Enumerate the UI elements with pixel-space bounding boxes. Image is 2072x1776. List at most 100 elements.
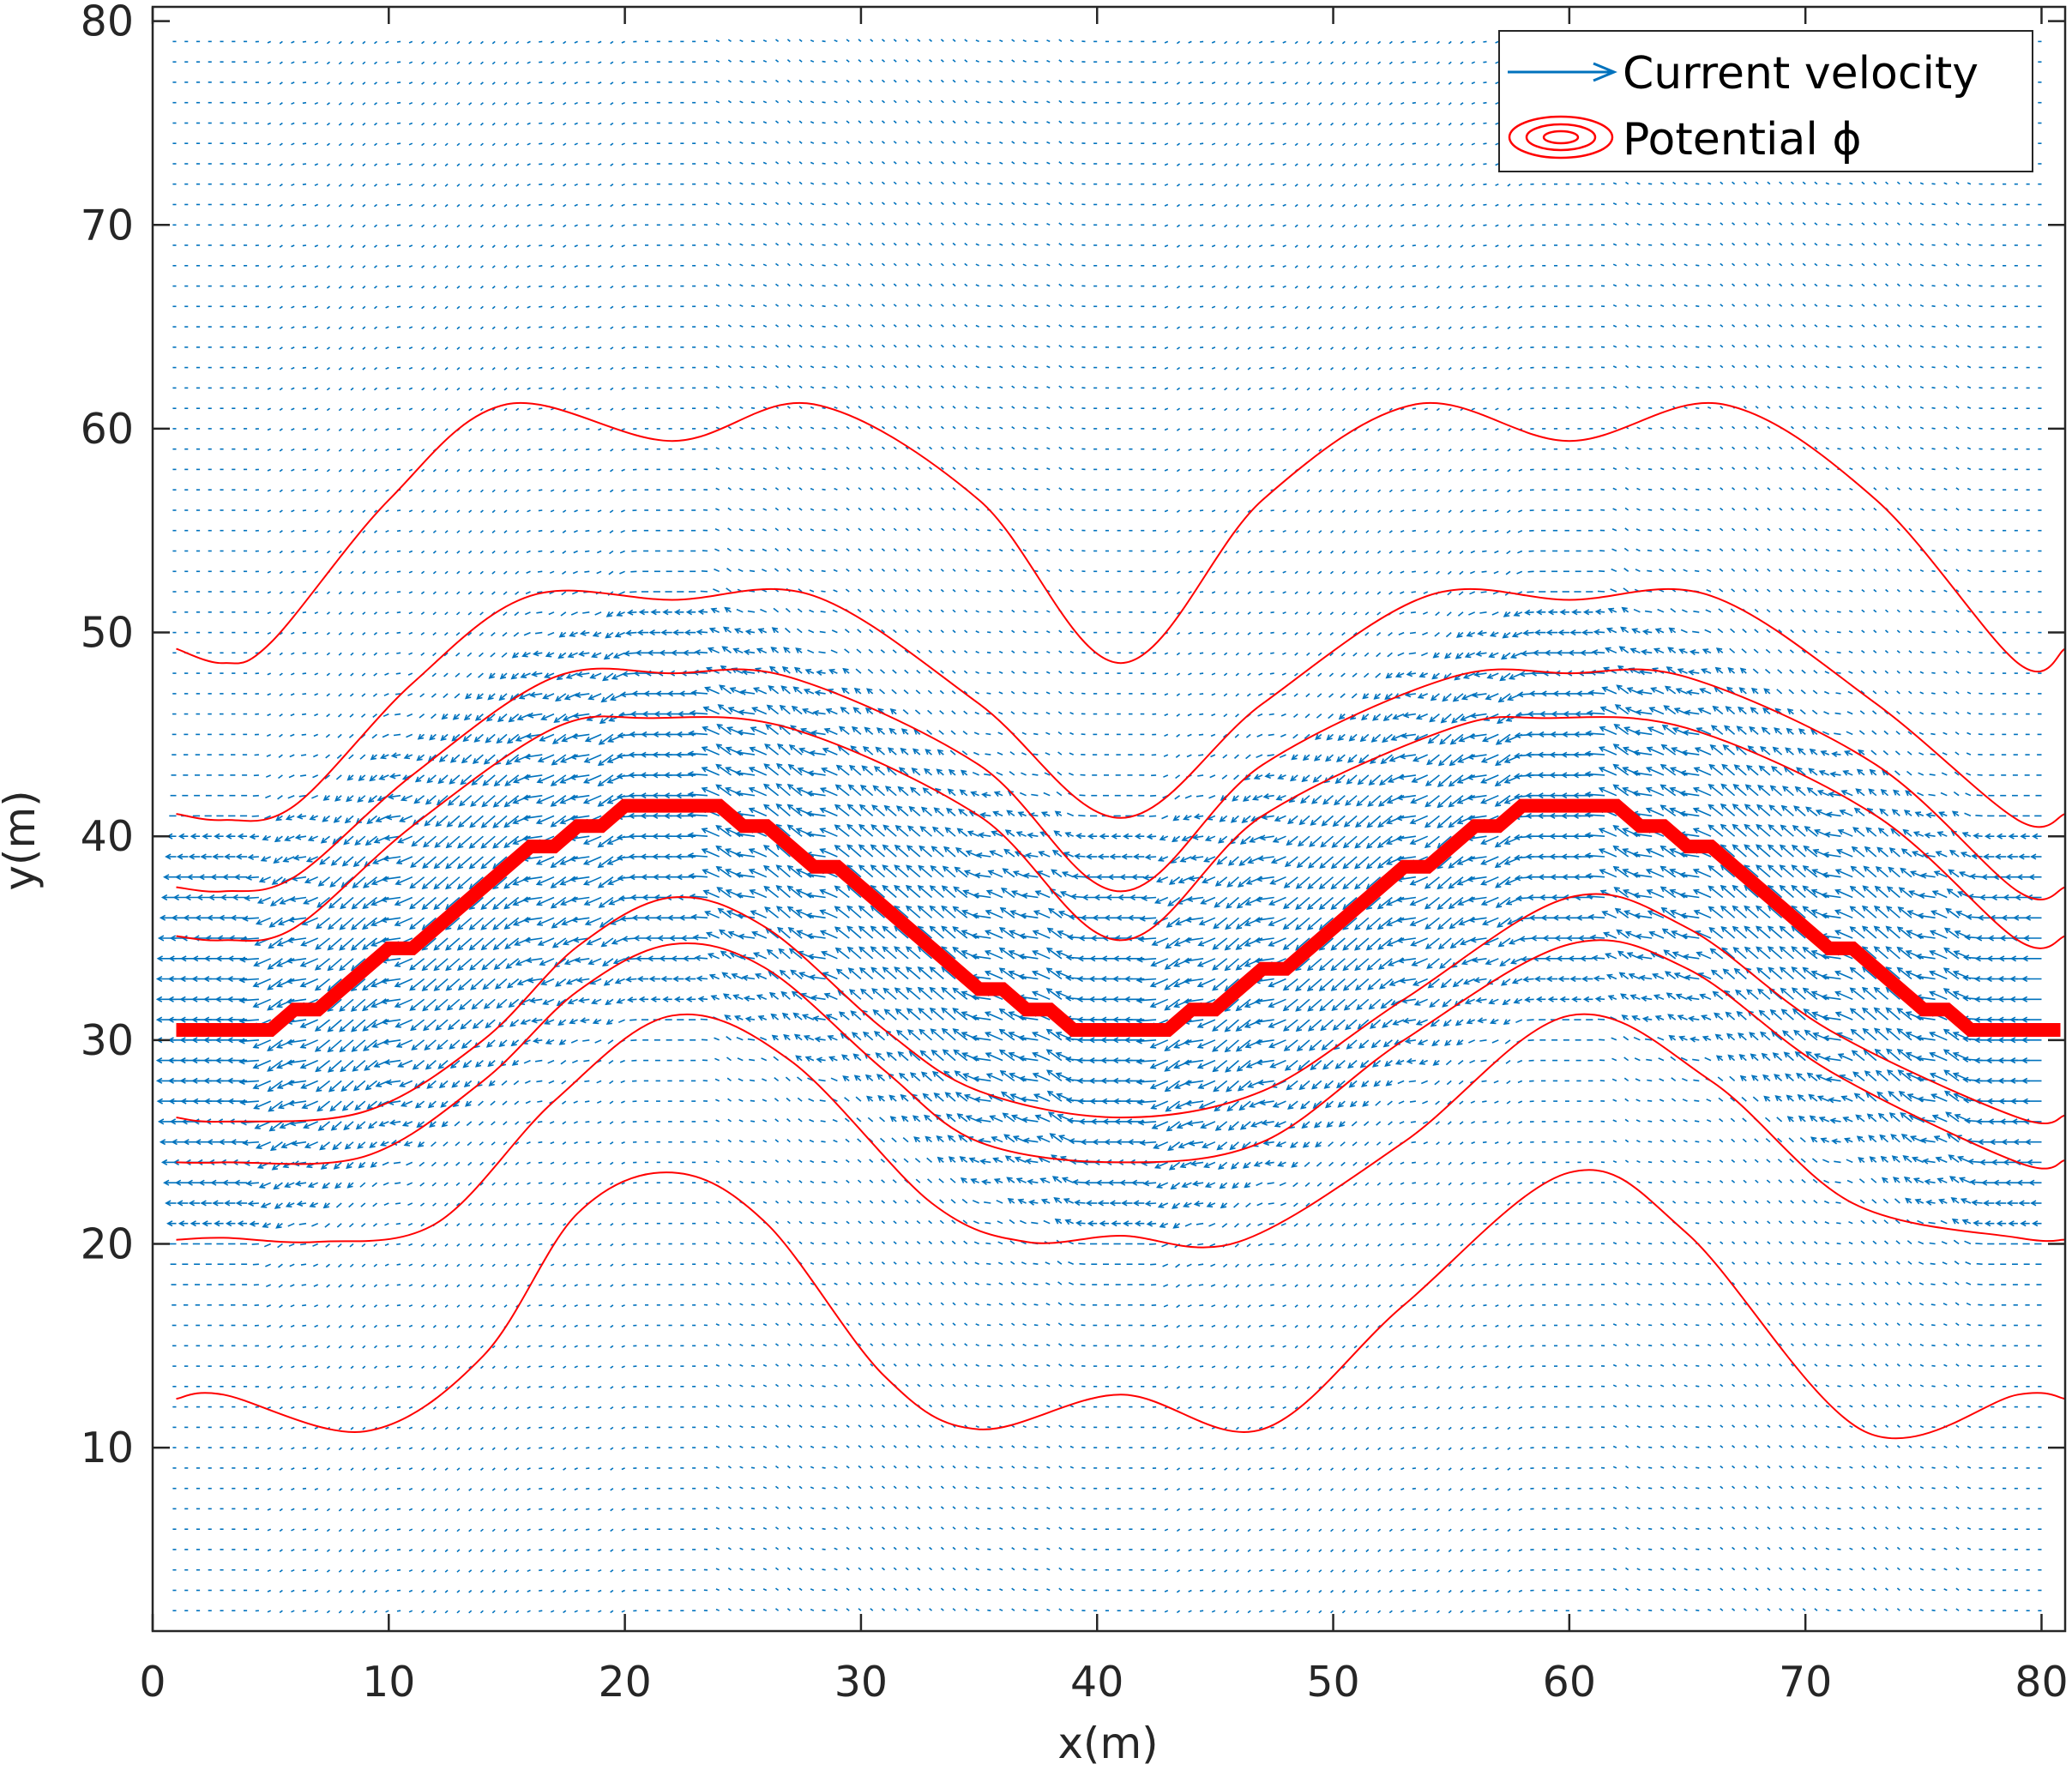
velocity-arrow xyxy=(751,1366,755,1367)
velocity-arrow xyxy=(397,1264,401,1265)
velocity-arrow xyxy=(584,571,589,572)
velocity-arrow xyxy=(751,1284,755,1285)
velocity-arrow xyxy=(303,1529,306,1530)
velocity-arrow xyxy=(303,1407,306,1408)
velocity-arrow xyxy=(539,1407,542,1408)
velocity-arrow xyxy=(586,143,589,144)
velocity-arrow xyxy=(539,327,542,328)
velocity-arrow xyxy=(586,82,589,83)
velocity-arrow xyxy=(702,1039,708,1040)
velocity-arrow xyxy=(586,1570,589,1571)
velocity-arrow xyxy=(539,1529,542,1530)
velocity-arrow xyxy=(303,143,306,144)
velocity-arrow xyxy=(539,1224,542,1225)
velocity-arrow xyxy=(751,143,755,144)
velocity-arrow xyxy=(539,368,542,369)
velocity-arrow xyxy=(539,184,542,185)
velocity-arrow xyxy=(751,1202,755,1203)
velocity-arrow xyxy=(397,429,401,430)
velocity-arrow xyxy=(586,184,589,185)
velocity-arrow xyxy=(303,1468,306,1469)
velocity-arrow xyxy=(303,1366,306,1367)
velocity-arrow xyxy=(303,286,306,287)
velocity-arrow xyxy=(751,469,755,470)
velocity-arrow xyxy=(397,1570,401,1571)
velocity-arrow xyxy=(751,306,755,307)
velocity-arrow xyxy=(397,184,401,185)
velocity-arrow xyxy=(538,571,542,572)
velocity-arrow xyxy=(396,1224,401,1225)
velocity-arrow xyxy=(303,469,306,470)
velocity-arrow xyxy=(586,408,589,409)
velocity-arrow xyxy=(303,103,306,104)
velocity-arrow xyxy=(539,306,542,307)
velocity-arrow xyxy=(397,1489,401,1490)
velocity-arrow xyxy=(397,1529,401,1530)
velocity-arrow xyxy=(751,1406,755,1407)
velocity-arrow xyxy=(397,1468,401,1469)
velocity-arrow xyxy=(751,204,755,205)
velocity-arrow xyxy=(303,571,306,572)
velocity-arrow xyxy=(539,531,543,532)
velocity-arrow xyxy=(539,490,542,491)
velocity-arrow xyxy=(397,551,401,552)
velocity-arrow xyxy=(397,286,401,287)
velocity-arrow xyxy=(539,62,542,63)
velocity-arrow xyxy=(302,714,306,715)
velocity-arrow xyxy=(303,1591,306,1592)
velocity-arrow xyxy=(586,1387,589,1388)
velocity-arrow xyxy=(539,1489,542,1490)
velocity-arrow xyxy=(750,570,755,571)
velocity-arrow xyxy=(303,41,306,42)
velocity-arrow xyxy=(586,368,589,369)
velocity-arrow xyxy=(585,551,589,552)
velocity-arrow xyxy=(539,245,542,246)
velocity-arrow xyxy=(701,591,708,592)
velocity-arrow xyxy=(397,225,401,226)
velocity-arrow xyxy=(586,41,589,42)
velocity-arrow xyxy=(397,368,401,369)
velocity-arrow xyxy=(396,673,401,674)
velocity-arrow xyxy=(586,1468,589,1469)
velocity-arrow xyxy=(539,1610,542,1611)
velocity-arrow xyxy=(539,1162,543,1163)
velocity-arrow xyxy=(397,1326,401,1327)
velocity-arrow xyxy=(751,41,755,42)
velocity-arrow xyxy=(539,510,542,511)
velocity-arrow xyxy=(303,368,306,369)
velocity-arrow xyxy=(539,164,542,165)
velocity-arrow xyxy=(586,1508,589,1509)
velocity-arrow xyxy=(751,327,755,328)
velocity-arrow xyxy=(539,1326,542,1327)
velocity-arrow xyxy=(397,123,401,124)
velocity-arrow xyxy=(397,82,401,83)
velocity-arrow xyxy=(302,694,306,695)
velocity-arrow xyxy=(751,367,755,368)
velocity-arrow xyxy=(300,1244,306,1245)
velocity-arrow xyxy=(395,714,401,715)
velocity-arrow xyxy=(586,1529,589,1530)
velocity-arrow xyxy=(397,1366,401,1367)
velocity-arrow xyxy=(586,327,589,328)
velocity-arrow xyxy=(586,205,589,206)
velocity-arrow xyxy=(749,1060,755,1061)
velocity-arrow xyxy=(586,103,589,104)
velocity-arrow xyxy=(586,1142,590,1143)
velocity-arrow xyxy=(750,1100,755,1101)
velocity-arrow xyxy=(539,1387,542,1388)
velocity-arrow xyxy=(397,1387,401,1388)
velocity-arrow xyxy=(303,612,306,613)
velocity-arrow xyxy=(586,164,589,165)
velocity-arrow xyxy=(301,755,306,756)
velocity-arrow xyxy=(586,510,590,511)
velocity-arrow xyxy=(748,1039,755,1040)
velocity-arrow xyxy=(303,347,306,348)
velocity-arrow xyxy=(303,266,306,267)
velocity-arrow xyxy=(751,1325,755,1326)
velocity-arrow xyxy=(303,184,306,185)
velocity-arrow xyxy=(303,164,306,165)
velocity-arrow xyxy=(303,408,306,409)
velocity-arrow xyxy=(300,775,306,776)
velocity-arrow xyxy=(539,1305,542,1306)
